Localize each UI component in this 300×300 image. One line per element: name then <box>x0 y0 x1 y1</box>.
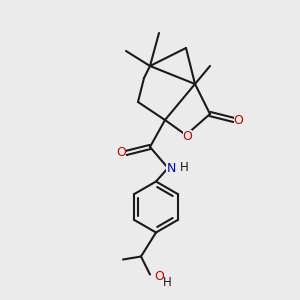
Text: O: O <box>117 146 126 160</box>
Text: O: O <box>154 269 164 283</box>
Text: H: H <box>179 161 188 174</box>
Text: N: N <box>166 161 176 175</box>
Text: H: H <box>163 276 171 290</box>
Text: O: O <box>183 130 192 143</box>
Text: O: O <box>234 113 243 127</box>
